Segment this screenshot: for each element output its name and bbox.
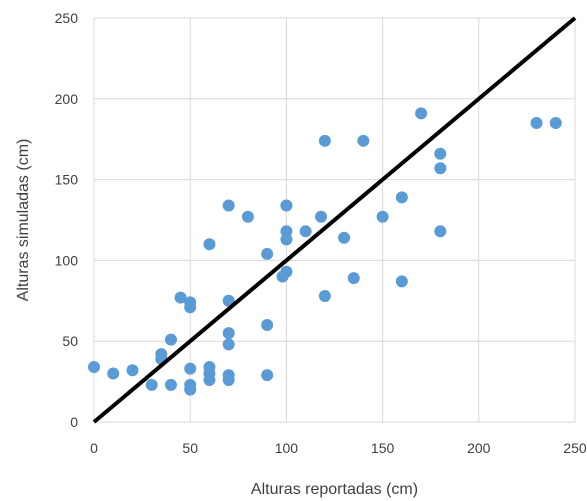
data-point bbox=[174, 291, 187, 304]
data-point bbox=[299, 225, 312, 238]
data-points bbox=[88, 107, 562, 396]
data-point bbox=[203, 238, 216, 251]
data-point bbox=[280, 199, 293, 212]
data-point bbox=[184, 301, 197, 314]
x-tick-label: 250 bbox=[563, 440, 587, 456]
x-tick-label: 0 bbox=[90, 440, 98, 456]
data-point bbox=[107, 367, 120, 380]
y-tick-label: 150 bbox=[55, 172, 79, 188]
data-point bbox=[280, 233, 293, 246]
axis-lines bbox=[93, 18, 575, 423]
y-tick-label: 0 bbox=[70, 414, 78, 430]
data-point bbox=[395, 275, 408, 288]
data-point bbox=[203, 373, 216, 386]
data-point bbox=[261, 319, 274, 332]
data-point bbox=[184, 362, 197, 375]
data-point bbox=[434, 162, 447, 175]
data-point bbox=[315, 210, 328, 223]
data-point bbox=[145, 378, 158, 391]
y-tick-label: 250 bbox=[55, 10, 79, 26]
data-point bbox=[434, 225, 447, 238]
x-tick-label: 100 bbox=[275, 440, 299, 456]
data-point bbox=[261, 369, 274, 382]
data-point bbox=[241, 210, 254, 223]
data-point bbox=[280, 265, 293, 278]
y-tick-label: 200 bbox=[55, 91, 79, 107]
y-tick-label: 100 bbox=[55, 252, 79, 268]
data-point bbox=[126, 364, 139, 377]
y-tick-labels: 0 50 100 150 200 250 bbox=[55, 10, 79, 430]
y-axis-title: Alturas simuladas (cm) bbox=[15, 139, 32, 302]
x-tick-label: 200 bbox=[467, 440, 491, 456]
data-point bbox=[357, 134, 370, 147]
data-point bbox=[376, 210, 389, 223]
data-point bbox=[318, 134, 331, 147]
data-point bbox=[549, 117, 562, 130]
data-point bbox=[415, 107, 428, 120]
data-point bbox=[261, 247, 274, 260]
data-point bbox=[395, 191, 408, 204]
data-point bbox=[222, 199, 235, 212]
data-point bbox=[530, 117, 543, 130]
x-tick-label: 150 bbox=[371, 440, 395, 456]
y-tick-label: 50 bbox=[62, 333, 78, 349]
x-tick-label: 50 bbox=[182, 440, 198, 456]
data-point bbox=[155, 348, 168, 361]
data-point bbox=[222, 327, 235, 340]
data-point bbox=[434, 147, 447, 160]
x-tick-labels: 0 50 100 150 200 250 bbox=[90, 440, 587, 456]
reference-line bbox=[92, 16, 577, 424]
reference-line-layer bbox=[92, 16, 577, 424]
data-point bbox=[88, 361, 100, 374]
data-point bbox=[164, 333, 177, 346]
data-point bbox=[338, 231, 351, 244]
data-point bbox=[318, 289, 331, 302]
data-point bbox=[222, 338, 235, 351]
data-point bbox=[222, 373, 235, 386]
data-point bbox=[184, 383, 197, 396]
data-point bbox=[347, 272, 360, 285]
x-axis-title: Alturas reportadas (cm) bbox=[251, 481, 418, 498]
data-point bbox=[164, 378, 177, 391]
